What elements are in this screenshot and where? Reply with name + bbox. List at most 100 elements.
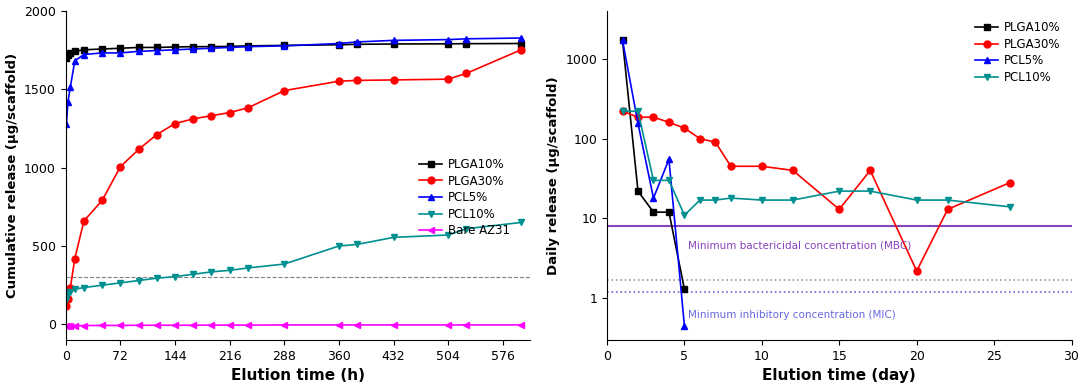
PCL5%	[514, 36, 527, 40]
Line: PCL10%: PCL10%	[620, 108, 1013, 219]
PCL5%	[647, 196, 660, 200]
PLGA10%	[77, 47, 90, 52]
PLGA30%	[60, 303, 73, 308]
Y-axis label: Daily release (μg/scaffold): Daily release (μg/scaffold)	[547, 76, 560, 275]
PLGA30%	[709, 140, 722, 145]
PLGA30%	[693, 136, 706, 141]
PLGA30%	[205, 113, 218, 118]
PCL10%	[114, 280, 127, 285]
X-axis label: Elution time (h): Elution time (h)	[231, 368, 365, 384]
PLGA30%	[132, 147, 145, 152]
PCL10%	[941, 198, 954, 202]
PLGA30%	[168, 121, 181, 126]
Text: Minimum bactericidal concentration (MBC): Minimum bactericidal concentration (MBC)	[688, 241, 910, 251]
PLGA30%	[678, 126, 691, 130]
Text: Minimum inhibitory concentration (MIC): Minimum inhibitory concentration (MIC)	[688, 310, 895, 319]
PLGA10%	[151, 45, 164, 50]
PCL5%	[332, 41, 345, 46]
PCL5%	[663, 157, 676, 162]
Line: PLGA10%: PLGA10%	[63, 40, 524, 61]
PLGA30%	[114, 165, 127, 169]
PLGA30%	[77, 219, 90, 223]
PCL10%	[241, 266, 254, 270]
Line: PLGA10%: PLGA10%	[620, 37, 688, 293]
PCL10%	[787, 198, 800, 202]
PLGA30%	[278, 88, 291, 93]
PCL5%	[350, 40, 363, 44]
PCL5%	[678, 324, 691, 328]
PLGA10%	[132, 45, 145, 50]
PCL10%	[151, 276, 164, 280]
PLGA10%	[95, 47, 108, 51]
Bare AZ31	[224, 323, 237, 328]
PCL5%	[95, 51, 108, 55]
PLGA30%	[833, 207, 846, 212]
PLGA10%	[647, 210, 660, 214]
PLGA10%	[64, 51, 77, 55]
PLGA10%	[205, 44, 218, 49]
PCL10%	[678, 213, 691, 217]
PLGA30%	[514, 47, 527, 52]
PCL10%	[350, 242, 363, 247]
Bare AZ31	[187, 323, 200, 328]
Bare AZ31	[62, 324, 75, 328]
PCL10%	[460, 226, 473, 231]
Bare AZ31	[132, 323, 145, 328]
PCL10%	[224, 268, 237, 273]
PLGA10%	[631, 189, 644, 193]
PCL10%	[332, 244, 345, 248]
Line: PLGA30%: PLGA30%	[620, 108, 1013, 275]
PLGA10%	[60, 55, 73, 60]
PLGA30%	[725, 164, 738, 168]
PLGA30%	[941, 207, 954, 212]
PCL5%	[60, 121, 73, 126]
PLGA10%	[187, 44, 200, 49]
PCL5%	[278, 44, 291, 48]
PLGA10%	[224, 44, 237, 49]
Bare AZ31	[241, 323, 254, 328]
PCL10%	[387, 235, 400, 240]
Bare AZ31	[151, 323, 164, 328]
PLGA30%	[95, 198, 108, 203]
PCL10%	[631, 109, 644, 114]
PLGA30%	[1003, 180, 1016, 185]
PCL5%	[205, 46, 218, 51]
PCL5%	[616, 38, 629, 42]
PCL10%	[616, 109, 629, 114]
PLGA30%	[755, 164, 768, 168]
PCL10%	[514, 220, 527, 225]
Legend: PLGA10%, PLGA30%, PCL5%, PCL10%: PLGA10%, PLGA30%, PCL5%, PCL10%	[970, 16, 1065, 89]
PLGA10%	[114, 46, 127, 51]
PLGA30%	[224, 110, 237, 115]
PLGA10%	[278, 43, 291, 48]
PCL10%	[693, 198, 706, 202]
PLGA10%	[168, 45, 181, 49]
Line: PCL5%: PCL5%	[63, 35, 524, 127]
PLGA10%	[460, 41, 473, 46]
PLGA30%	[631, 115, 644, 119]
Y-axis label: Cumulative release (μg/scaffold): Cumulative release (μg/scaffold)	[5, 53, 18, 298]
PCL5%	[62, 99, 75, 104]
PLGA10%	[442, 42, 455, 46]
PCL5%	[77, 52, 90, 57]
PLGA10%	[68, 49, 81, 54]
Bare AZ31	[350, 322, 363, 327]
Line: PLGA30%: PLGA30%	[63, 46, 524, 309]
PCL5%	[187, 47, 200, 51]
PCL5%	[64, 85, 77, 90]
PCL5%	[460, 37, 473, 41]
PLGA10%	[616, 38, 629, 42]
PCL5%	[168, 47, 181, 52]
PCL10%	[725, 196, 738, 200]
PCL10%	[64, 289, 77, 294]
PLGA10%	[514, 41, 527, 46]
PCL10%	[442, 233, 455, 237]
PCL10%	[709, 198, 722, 202]
Bare AZ31	[332, 322, 345, 327]
PLGA30%	[187, 117, 200, 121]
Bare AZ31	[64, 323, 77, 328]
PLGA30%	[68, 256, 81, 261]
PCL10%	[1003, 205, 1016, 209]
PLGA10%	[663, 210, 676, 214]
Bare AZ31	[278, 322, 291, 327]
